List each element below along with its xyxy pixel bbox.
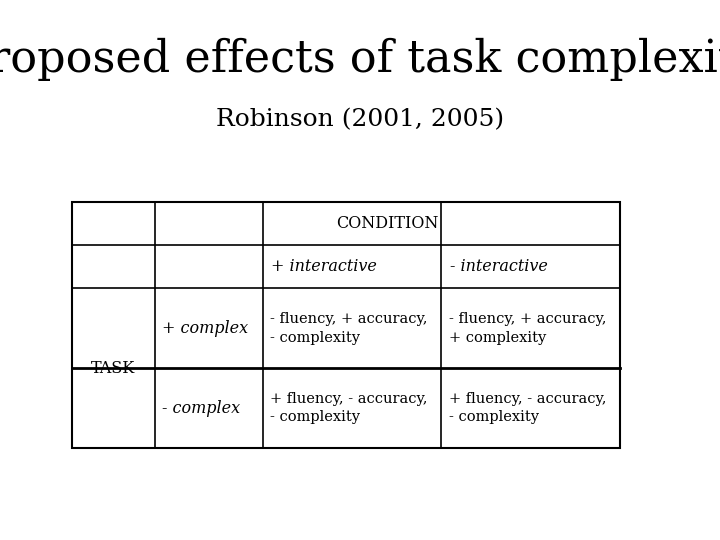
Text: - interactive: - interactive (450, 258, 548, 275)
Text: Robinson (2001, 2005): Robinson (2001, 2005) (216, 108, 504, 131)
Text: + fluency, - accuracy,
- complexity: + fluency, - accuracy, - complexity (270, 392, 428, 424)
Text: Proposed effects of task complexity: Proposed effects of task complexity (0, 38, 720, 82)
Text: - complex: - complex (162, 400, 240, 417)
Text: + fluency, - accuracy,
- complexity: + fluency, - accuracy, - complexity (449, 392, 606, 424)
Text: + complex: + complex (162, 320, 248, 337)
Text: CONDITION: CONDITION (336, 215, 438, 232)
Text: - fluency, + accuracy,
- complexity: - fluency, + accuracy, - complexity (270, 312, 428, 345)
Text: - fluency, + accuracy,
+ complexity: - fluency, + accuracy, + complexity (449, 312, 606, 345)
Text: + interactive: + interactive (271, 258, 377, 275)
Text: TASK: TASK (91, 360, 135, 377)
